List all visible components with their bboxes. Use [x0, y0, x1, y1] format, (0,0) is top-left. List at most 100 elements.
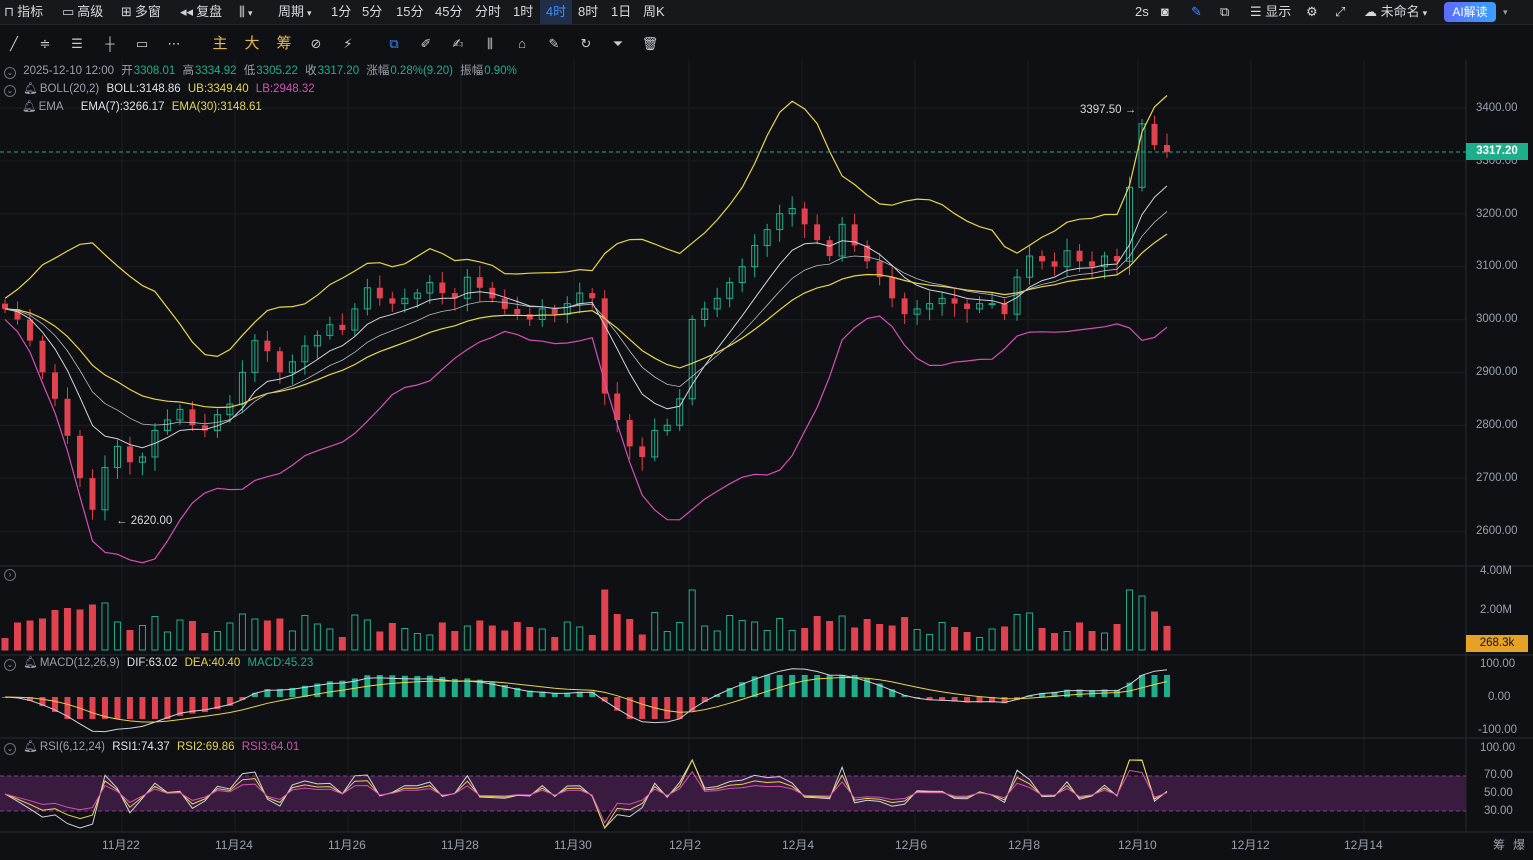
chart-type-dropdown[interactable]: ⫼ ▾ [239, 0, 253, 24]
note-icon[interactable]: ✎ [548, 36, 560, 51]
macd-bar [451, 678, 458, 697]
lock-icon[interactable]: ⌂ [518, 36, 526, 51]
period-dropdown[interactable]: 周期 ▾ [278, 0, 312, 24]
candle-body [251, 340, 259, 373]
boll-legend: ⌄ 🔔︎ BOLL(20,2) BOLL:3148.86 UB:3349.40 L… [0, 81, 319, 97]
date-tick: 12月2 [669, 838, 702, 852]
period-1m[interactable]: 1分 [331, 4, 352, 19]
volume-bar [1088, 631, 1096, 651]
candle-body [551, 308, 558, 315]
indicators-label: 指标 [17, 4, 44, 19]
chevron-down-icon[interactable]: ▾ [1503, 7, 1508, 17]
period-1w[interactable]: 周K [643, 4, 665, 19]
macd-bar [414, 676, 421, 697]
volume-bar [438, 622, 446, 651]
burst-toggle[interactable]: 爆 [1513, 838, 1526, 852]
period-8h[interactable]: 8时 [578, 4, 599, 19]
more-tools-icon[interactable]: ⋯ [167, 36, 181, 51]
layout-dropdown[interactable]: ☁ 未命名 ▾ [1364, 0, 1427, 24]
big-order-button[interactable]: 大 [244, 35, 260, 52]
macd-bar [751, 676, 758, 697]
volume-bar [513, 622, 521, 651]
ai-interpret-button[interactable]: AI解读 [1444, 2, 1496, 22]
period-4h[interactable]: 4时 [540, 0, 572, 24]
chips-button[interactable]: 筹 [276, 35, 292, 52]
compare-icon[interactable]: ⊘ [310, 36, 322, 51]
date-tick: 12月8 [1008, 838, 1041, 852]
bars-icon[interactable]: ⫼ [487, 36, 493, 51]
boll-name[interactable]: BOLL(20,2) [39, 83, 100, 95]
low-marker: ← 2620.00 [116, 515, 173, 527]
candle-body [864, 245, 871, 262]
macd-bar [689, 697, 696, 712]
macd-bar [676, 697, 683, 719]
expand-icon[interactable]: › [4, 569, 16, 581]
candle-body [1101, 255, 1109, 268]
rsi-name[interactable]: RSI(6,12,24) [39, 741, 106, 753]
collapse-icon[interactable]: ⌄ [4, 659, 16, 671]
rsi-legend: ⌄ 🔔︎ RSI(6,12,24) RSI1:74.37 RSI2:69.86 R… [0, 739, 303, 755]
filter-icon[interactable]: ⏷ [612, 36, 624, 51]
display-button[interactable]: ☰ 显示 [1250, 0, 1291, 24]
advanced-label: 高级 [77, 4, 104, 19]
period-1h[interactable]: 1时 [513, 4, 534, 19]
main-indicator-button[interactable]: 主 [212, 35, 228, 52]
multi-window-button[interactable]: ⊞ 多窗 [121, 0, 161, 24]
brush-icon[interactable]: ✍ [452, 36, 464, 51]
rectangle-icon[interactable]: ▭ [135, 36, 149, 51]
trash-icon[interactable]: 🗑 [641, 36, 659, 51]
macd-bar [551, 692, 558, 697]
collapse-icon[interactable]: ⌄ [4, 67, 16, 79]
camera-icon[interactable]: ◙ [1161, 4, 1169, 19]
volume-legend: › [0, 565, 20, 581]
boll-lower-line [4, 315, 1168, 564]
volume-bar [26, 620, 34, 651]
bell-icon[interactable]: 🔔︎ [23, 657, 38, 669]
volume-bar [926, 634, 934, 651]
macd-bar [764, 675, 771, 697]
parallel-lines-icon[interactable]: ☰ [71, 36, 83, 51]
fullscreen-icon[interactable]: ⤢ [1335, 4, 1346, 19]
cursor-icon[interactable]: ⧉ [389, 36, 399, 51]
period-15m[interactable]: 15分 [396, 4, 424, 19]
macd-legend: ⌄ 🔔︎ MACD(12,26,9) DIF:63.02 DEA:40.40 MA… [0, 655, 317, 671]
trendline-icon[interactable]: ╱ [10, 36, 18, 51]
period-5m[interactable]: 5分 [362, 4, 383, 19]
ema-name[interactable]: EMA [38, 101, 64, 113]
advanced-button[interactable]: ▭ 高级 [62, 0, 103, 24]
candle-body [76, 435, 83, 479]
settings-icon[interactable]: ⚙ [1306, 4, 1318, 19]
bell-icon[interactable]: 🔔︎ [23, 83, 38, 95]
chips-toggle[interactable]: 筹 [1493, 838, 1506, 852]
replay-button[interactable]: ◂◂ 复盘 [180, 0, 222, 24]
macd-dea: DEA:40.40 [184, 657, 241, 669]
collapse-icon[interactable]: ⌄ [4, 85, 16, 97]
macd-bar [189, 697, 196, 714]
horizontal-line-icon[interactable]: ┼ [105, 36, 115, 51]
date-tick: 11月30 [554, 838, 592, 852]
chevron-down-icon: ▾ [247, 8, 253, 18]
candle-body [51, 372, 58, 399]
price-tick: 3200.00 [1476, 208, 1518, 220]
channel-icon[interactable]: ≑ [39, 36, 51, 51]
period-45m[interactable]: 45分 [435, 4, 463, 19]
candle-body [2, 303, 8, 309]
rsi2-value: RSI2:69.86 [176, 741, 235, 753]
pen-icon[interactable]: ✎ [1191, 4, 1202, 19]
period-timeshare[interactable]: 分时 [475, 4, 502, 19]
indicators-button[interactable]: ⊓ 指标 [4, 0, 43, 24]
refresh-interval[interactable]: 2s [1135, 4, 1149, 19]
magnet-icon[interactable]: ↻ [580, 36, 592, 51]
ruler-icon[interactable]: ✐ [420, 36, 432, 51]
collapse-icon[interactable]: ⌄ [4, 743, 16, 755]
period-1d[interactable]: 1日 [611, 4, 632, 19]
bell-icon[interactable]: 🔔︎ [22, 101, 37, 113]
popout-icon[interactable]: ⧉ [1220, 4, 1230, 19]
signal-icon[interactable]: ⚡ [343, 36, 353, 51]
macd-name[interactable]: MACD(12,26,9) [39, 657, 120, 669]
bell-icon[interactable]: 🔔︎ [23, 741, 38, 753]
macd-bar [339, 680, 346, 697]
boll-ub: UB:3349.40 [187, 83, 249, 95]
macd-bar [664, 697, 671, 719]
